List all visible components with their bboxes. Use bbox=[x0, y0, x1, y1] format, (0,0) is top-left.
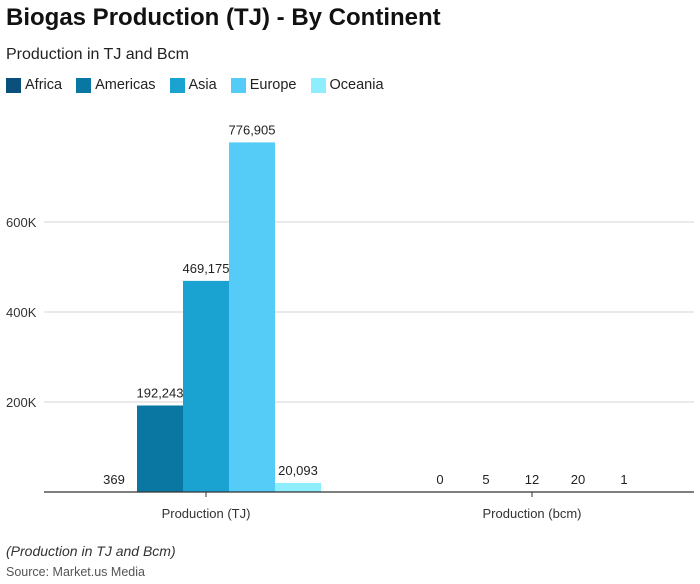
data-label: 369 bbox=[103, 472, 125, 487]
legend-swatch bbox=[6, 77, 21, 93]
data-label: 776,905 bbox=[229, 122, 276, 137]
legend-swatch bbox=[230, 77, 246, 93]
y-tick-label: 400K bbox=[6, 305, 37, 320]
legend-item: Oceania bbox=[310, 77, 384, 93]
legend-swatch bbox=[76, 77, 92, 93]
y-tick-label: 200K bbox=[6, 395, 37, 410]
legend-label: Europe bbox=[249, 77, 297, 93]
chart-title: Biogas Production (TJ) - By Continent bbox=[6, 4, 441, 31]
legend-item: Americas bbox=[76, 77, 156, 93]
legend-label: Oceania bbox=[329, 77, 384, 93]
y-tick-label: 600K bbox=[6, 215, 37, 230]
chart-note: (Production in TJ and Bcm) bbox=[6, 543, 176, 559]
data-label: 12 bbox=[525, 472, 539, 487]
data-label: 5 bbox=[482, 472, 489, 487]
bar bbox=[183, 280, 229, 492]
data-label: 1 bbox=[620, 472, 627, 487]
data-label: 20 bbox=[571, 472, 585, 487]
legend-swatch bbox=[169, 77, 185, 93]
bar bbox=[275, 482, 321, 492]
legend-item: Africa bbox=[6, 77, 62, 93]
legend-item: Europe bbox=[230, 77, 297, 93]
bar bbox=[229, 142, 275, 492]
legend: Africa Americas Asia Europe Oceania bbox=[6, 77, 384, 93]
data-label: 192,243 bbox=[137, 385, 184, 400]
bar bbox=[137, 405, 183, 492]
x-tick-label: Production (bcm) bbox=[483, 506, 582, 521]
legend-label: Africa bbox=[25, 77, 63, 93]
legend-label: Americas bbox=[95, 77, 156, 93]
data-label: 0 bbox=[436, 472, 443, 487]
chart-subtitle: Production in TJ and Bcm bbox=[6, 46, 189, 63]
legend-item: Asia bbox=[169, 77, 217, 93]
x-tick-label: Production (TJ) bbox=[162, 506, 251, 521]
legend-swatch bbox=[310, 77, 326, 93]
data-label: 20,093 bbox=[278, 463, 318, 478]
data-label: 469,175 bbox=[183, 261, 230, 276]
source-text: Source: Market.us Media bbox=[6, 565, 145, 579]
legend-label: Asia bbox=[188, 77, 217, 93]
